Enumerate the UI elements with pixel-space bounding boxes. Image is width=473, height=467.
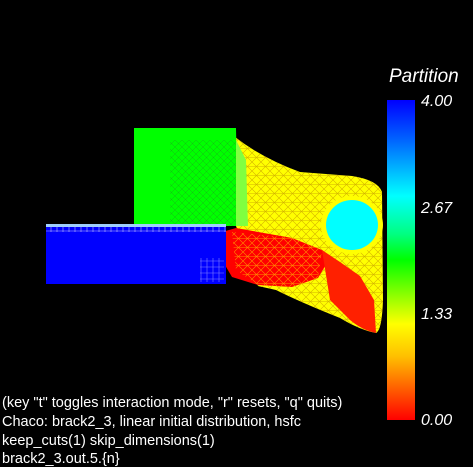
colorbar-tick-max: 4.00 <box>421 93 453 110</box>
colorbar-tick-min: 0.00 <box>421 412 453 429</box>
partition-0-region <box>222 228 376 333</box>
partition-2-region <box>134 128 248 226</box>
colorbar <box>387 100 415 420</box>
colorbar-tick-high: 2.67 <box>421 200 453 217</box>
status-line-help: (key "t" toggles interaction mode, "r" r… <box>2 395 343 411</box>
legend-title: Partition <box>389 66 459 87</box>
partition-3-region <box>321 196 383 254</box>
partition-4-region <box>46 224 226 284</box>
status-line-method: Chaco: brack2_3, linear initial distribu… <box>2 414 302 430</box>
status-line-output: brack2_3.out.5.{n} <box>2 451 120 467</box>
status-line-options: keep_cuts(1) skip_dimensions(1) <box>2 433 215 449</box>
colorbar-tick-low: 1.33 <box>421 306 453 323</box>
